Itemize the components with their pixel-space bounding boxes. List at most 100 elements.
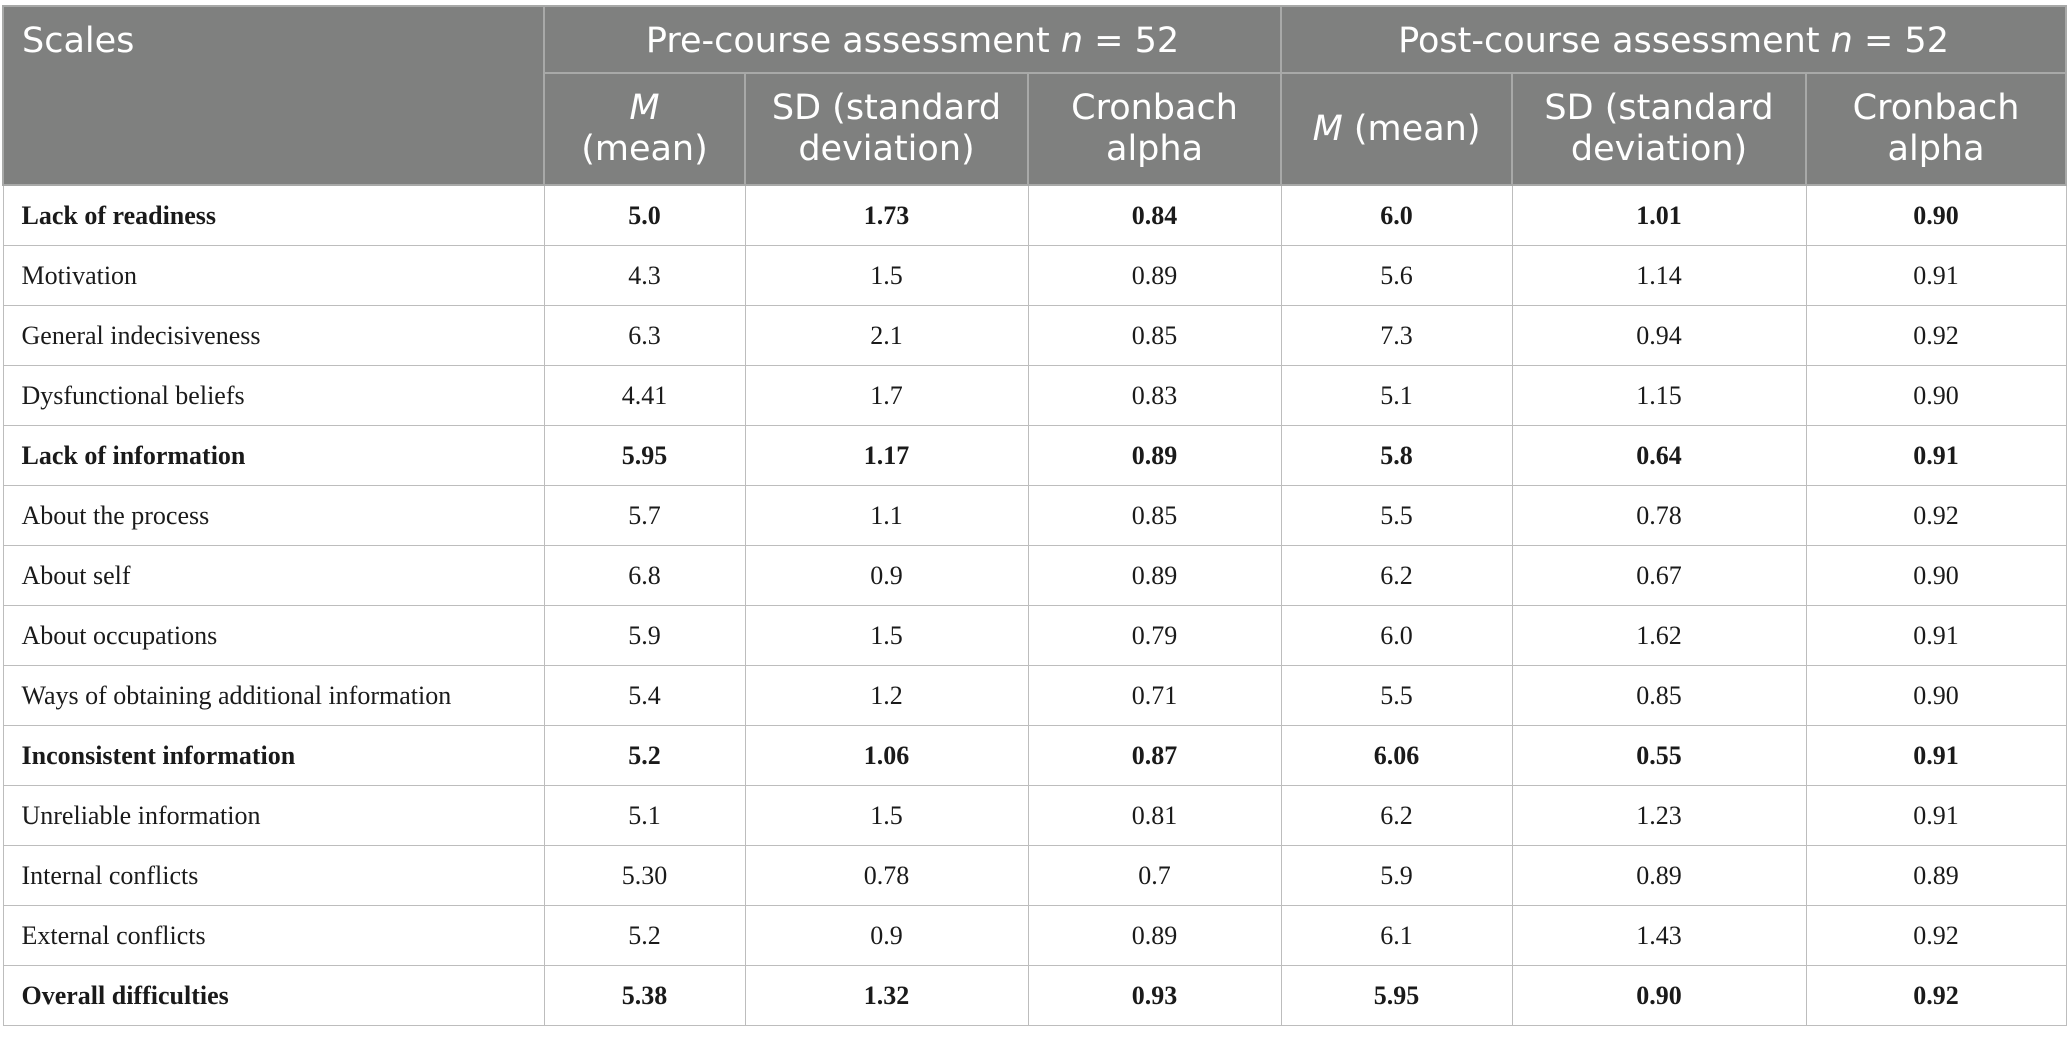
pre-sd-cell: 1.5 (744, 785, 1029, 846)
row-label: Ways of obtaining additional information (2, 665, 545, 726)
table-body: Lack of readiness 5.0 1.73 0.84 6.0 1.01 0.90 M… (2, 184, 2067, 1026)
pre-sd-cell: 1.17 (744, 425, 1029, 486)
pre-sd-cell: 1.5 (744, 245, 1029, 306)
pre-alpha-cell: 0.79 (1027, 605, 1282, 666)
header-row-groups: Scales Pre-course assessment n = 52 Post… (2, 5, 2068, 186)
post-mean-cell: 5.5 (1280, 485, 1513, 546)
post-alpha-cell: 0.92 (1805, 485, 2067, 546)
pre-mean-cell: 6.8 (543, 545, 746, 606)
table-row: Lack of readiness 5.0 1.73 0.84 6.0 1.01 0.90 (2, 184, 2067, 246)
post-sd-cell: 1.43 (1511, 905, 1807, 966)
row-label: Internal conflicts (2, 845, 545, 906)
post-mean-cell: 7.3 (1280, 305, 1513, 366)
pre-alpha-cell: 0.85 (1027, 485, 1282, 546)
row-label: Lack of readiness (2, 184, 545, 246)
row-label: General indecisiveness (2, 305, 545, 366)
pre-course-n-symbol: n (1060, 21, 1084, 61)
pre-alpha-cell: 0.89 (1027, 905, 1282, 966)
table-header: Scales Pre-course assessment n = 52 Post… (2, 5, 2068, 186)
pre-mean-cell: 5.30 (543, 845, 746, 906)
post-sd-cell: 0.94 (1511, 305, 1807, 366)
pre-mean-cell: 5.7 (543, 485, 746, 546)
post-alpha-cell: 0.90 (1805, 365, 2067, 426)
table-row: About self 6.8 0.9 0.89 6.2 0.67 0.90 (2, 545, 2067, 606)
post-sd-cell: 0.55 (1511, 725, 1807, 786)
post-alpha-cell: 0.91 (1805, 725, 2067, 786)
table-row: Ways of obtaining additional information… (2, 665, 2067, 726)
post-mean-cell: 5.6 (1280, 245, 1513, 306)
pre-sd-cell: 1.5 (744, 605, 1029, 666)
post-mean-cell: 6.2 (1280, 545, 1513, 606)
pre-sd-cell: 1.7 (744, 365, 1029, 426)
pre-sd-cell: 1.73 (744, 184, 1029, 246)
pre-mean-cell: 5.1 (543, 785, 746, 846)
post-alpha-cell: 0.89 (1805, 845, 2067, 906)
pre-mean-text: (mean) (581, 129, 708, 169)
post-mean-text: (mean) (1342, 108, 1481, 149)
post-alpha-cell: 0.90 (1805, 665, 2067, 726)
table-row: Dysfunctional beliefs 4.41 1.7 0.83 5.1 1.15 0… (2, 365, 2067, 426)
pre-mean-cell: 5.2 (543, 725, 746, 786)
post-mean-cell: 6.2 (1280, 785, 1513, 846)
post-sd-cell: 0.78 (1511, 485, 1807, 546)
pre-alpha-cell: 0.89 (1027, 425, 1282, 486)
pre-mean-cell: 5.2 (543, 905, 746, 966)
table-row: Lack of information 5.95 1.17 0.89 5.8 0.64 0.… (2, 425, 2067, 486)
row-label: Inconsistent information (2, 725, 545, 786)
table-row: External conflicts 5.2 0.9 0.89 6.1 1.43 0.92 (2, 905, 2067, 966)
post-sd-cell: 1.62 (1511, 605, 1807, 666)
pre-mean-header: M (mean) (543, 72, 746, 186)
row-label: Overall difficulties (2, 965, 545, 1026)
pre-sd-cell: 1.06 (744, 725, 1029, 786)
post-mean-cell: 6.0 (1280, 605, 1513, 666)
row-label: External conflicts (2, 905, 545, 966)
pre-mean-cell: 5.38 (543, 965, 746, 1026)
pre-course-label: Pre-course assessment (645, 21, 1061, 61)
pre-alpha-cell: 0.83 (1027, 365, 1282, 426)
pre-alpha-cell: 0.93 (1027, 965, 1282, 1026)
pre-alpha-cell: 0.81 (1027, 785, 1282, 846)
pre-alpha-cell: 0.85 (1027, 305, 1282, 366)
pre-alpha-cell: 0.84 (1027, 184, 1282, 246)
row-label: Motivation (2, 245, 545, 306)
pre-mean-cell: 5.4 (543, 665, 746, 726)
row-label: Lack of information (2, 425, 545, 486)
table-row: About occupations 5.9 1.5 0.79 6.0 1.62 0.91 (2, 605, 2067, 666)
pre-mean-symbol: M (629, 88, 660, 128)
pre-sd-cell: 1.2 (744, 665, 1029, 726)
post-mean-cell: 5.1 (1280, 365, 1513, 426)
table-row: About the process 5.7 1.1 0.85 5.5 0.78 0.92 (2, 485, 2067, 546)
post-course-label: Post-course assessment (1398, 21, 1831, 61)
row-label: Unreliable information (2, 785, 545, 846)
post-alpha-cell: 0.91 (1805, 425, 2067, 486)
row-label: Dysfunctional beliefs (2, 365, 545, 426)
pre-sd-header: SD (standard deviation) (744, 72, 1029, 186)
pre-alpha-cell: 0.71 (1027, 665, 1282, 726)
post-mean-header: M (mean) (1280, 72, 1514, 186)
pre-alpha-cell: 0.87 (1027, 725, 1282, 786)
pre-mean-cell: 5.95 (543, 425, 746, 486)
table-row: Overall difficulties 5.38 1.32 0.93 5.95 0.90… (2, 965, 2067, 1026)
post-sd-cell: 0.85 (1511, 665, 1807, 726)
post-course-header: Post-course assessment n = 52 (1280, 5, 2068, 74)
post-sd-cell: 0.64 (1511, 425, 1807, 486)
table-row: Inconsistent information 5.2 1.06 0.87 6.06 0… (2, 725, 2067, 786)
pre-mean-cell: 6.3 (543, 305, 746, 366)
pre-alpha-cell: 0.89 (1027, 245, 1282, 306)
post-mean-cell: 5.5 (1280, 665, 1513, 726)
post-alpha-cell: 0.90 (1805, 184, 2067, 246)
post-alpha-cell: 0.91 (1805, 605, 2067, 666)
post-mean-cell: 5.95 (1280, 965, 1513, 1026)
post-sd-cell: 0.90 (1511, 965, 1807, 1026)
post-mean-cell: 6.1 (1280, 905, 1513, 966)
post-alpha-cell: 0.92 (1805, 905, 2067, 966)
post-mean-cell: 5.8 (1280, 425, 1513, 486)
pre-course-n-value: = 52 (1083, 21, 1180, 61)
table-row: General indecisiveness 6.3 2.1 0.85 7.3 0.94 0… (2, 305, 2067, 366)
post-alpha-cell: 0.90 (1805, 545, 2067, 606)
statistics-table: Scales Pre-course assessment n = 52 Post… (2, 5, 2068, 1026)
pre-sd-cell: 0.78 (744, 845, 1029, 906)
pre-mean-cell: 5.0 (543, 184, 746, 246)
table-row: Unreliable information 5.1 1.5 0.81 6.2 1.23 0… (2, 785, 2067, 846)
post-course-n-value: = 52 (1852, 21, 1949, 61)
